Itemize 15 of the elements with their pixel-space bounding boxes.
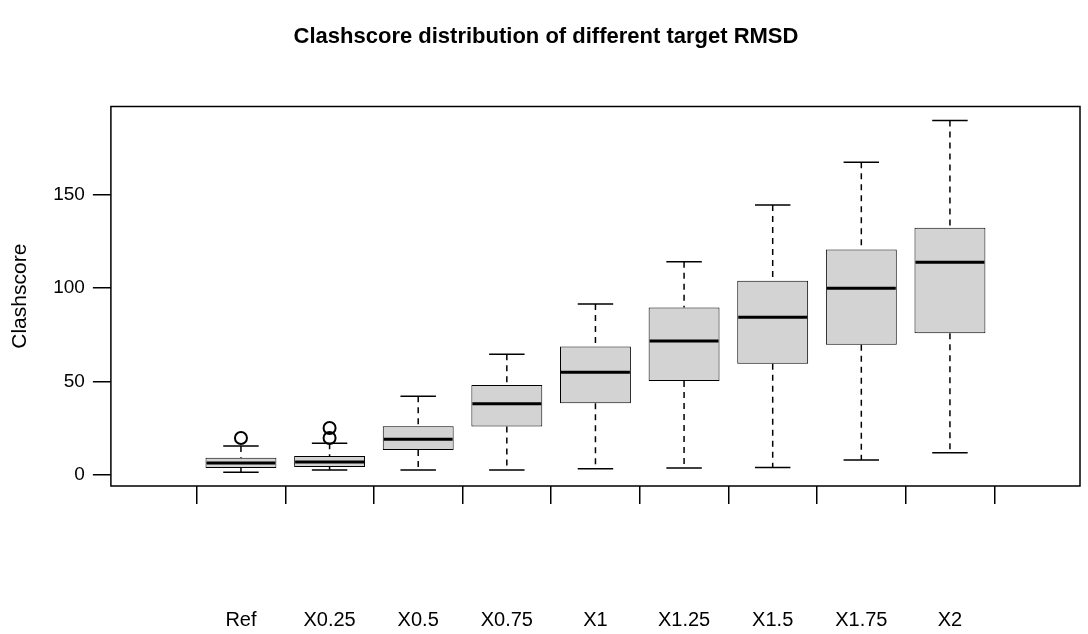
x-tick-label: X0.5: [397, 607, 439, 630]
x-tick-label: X1.75: [835, 607, 888, 630]
y-tick-label: 100: [53, 276, 85, 298]
chart-title: Clashscore distribution of different target RMSD: [293, 23, 799, 49]
y-tick-label: 0: [74, 463, 85, 485]
y-axis-title: Clashscore: [7, 243, 31, 349]
x-tick-label: X1.5: [752, 607, 794, 630]
y-tick-label: 50: [63, 369, 85, 391]
x-tick-label: X2: [937, 607, 963, 630]
x-tick-label: X1: [583, 607, 608, 630]
x-tick-label: X1.25: [657, 607, 711, 630]
y-tick-label: 150: [53, 182, 85, 204]
x-tick-label: X0.25: [303, 607, 356, 630]
x-tick-label: X0.75: [480, 607, 533, 630]
x-tick-label: Ref: [225, 607, 257, 630]
